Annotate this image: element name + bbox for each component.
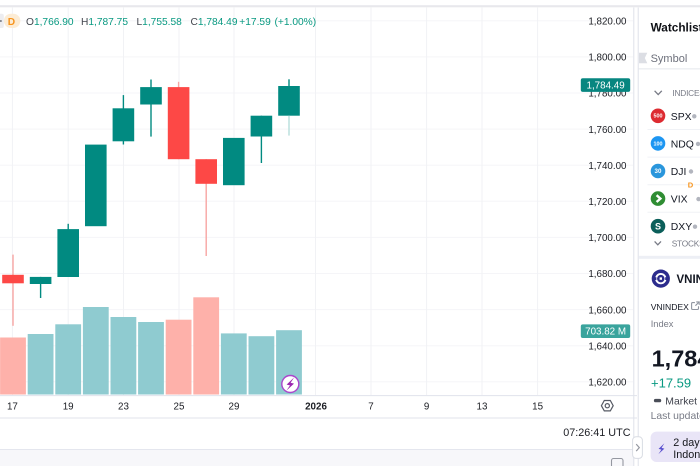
svg-text:19: 19 [63,401,74,412]
svg-text:Market close: Market close [665,396,700,407]
svg-text:DXY: DXY [671,222,692,233]
svg-text:S: S [655,221,661,231]
svg-text:SPX: SPX [671,112,692,123]
svg-text:NDQ: NDQ [671,139,694,150]
svg-text:07:26:41 UTC: 07:26:41 UTC [563,427,630,439]
svg-text:13: 13 [477,401,488,412]
svg-text:H1,787.75: H1,787.75 [81,17,128,28]
svg-text:1,620.00: 1,620.00 [588,378,627,389]
svg-text:D: D [8,17,15,28]
svg-text:1,740.00: 1,740.00 [588,161,627,172]
svg-text:VNINDEX: VNINDEX [651,302,689,312]
svg-text:C1,784.49: C1,784.49 [191,17,238,28]
svg-text:INDICES: INDICES [672,88,700,98]
svg-text:500: 500 [654,114,663,120]
svg-text:D: D [688,181,694,190]
svg-text:15: 15 [532,401,543,412]
svg-text:2026: 2026 [305,401,327,412]
svg-text:25: 25 [174,401,185,412]
svg-text:100: 100 [654,141,663,147]
svg-text:STOCKS: STOCKS [672,238,700,248]
svg-text:17: 17 [7,401,18,412]
svg-text:9: 9 [424,401,429,412]
svg-text:2 days a: 2 days a [673,437,700,449]
svg-text:1,820.00: 1,820.00 [588,17,627,28]
svg-text:Symbol: Symbol [651,53,688,65]
svg-text:(+1.00%): (+1.00%) [275,17,317,28]
svg-text:DJI: DJI [671,167,687,178]
svg-text:+17.59: +17.59 [239,17,271,28]
svg-text:703.82 M: 703.82 M [585,327,626,338]
svg-text:Last update at: Last update at [651,411,700,422]
svg-text:Watchlist: Watchlist [651,20,700,34]
svg-text:L1,755.58: L1,755.58 [137,17,183,28]
svg-text:+17.59: +17.59 [651,375,691,390]
svg-text:VNINDEX: VNINDEX [677,274,700,286]
svg-text:30: 30 [655,168,662,175]
svg-text:1,784.49: 1,784.49 [652,346,700,372]
svg-text:1,680.00: 1,680.00 [588,269,627,280]
svg-text:1,800.00: 1,800.00 [588,53,627,64]
svg-text:O1,766.90: O1,766.90 [26,17,74,28]
svg-text:Index: Index [651,319,674,329]
svg-text:1,784.49: 1,784.49 [587,81,625,92]
svg-text:VIX: VIX [671,195,688,206]
svg-text:23: 23 [118,401,129,412]
svg-text:1,760.00: 1,760.00 [588,125,627,136]
svg-text:29: 29 [229,401,240,412]
svg-text:1,700.00: 1,700.00 [588,233,627,244]
svg-text:7: 7 [368,401,373,412]
svg-text:1,660.00: 1,660.00 [588,305,627,316]
svg-text:1,640.00: 1,640.00 [588,341,627,352]
svg-text:Indones: Indones [673,449,700,461]
svg-text:1,720.00: 1,720.00 [588,197,627,208]
